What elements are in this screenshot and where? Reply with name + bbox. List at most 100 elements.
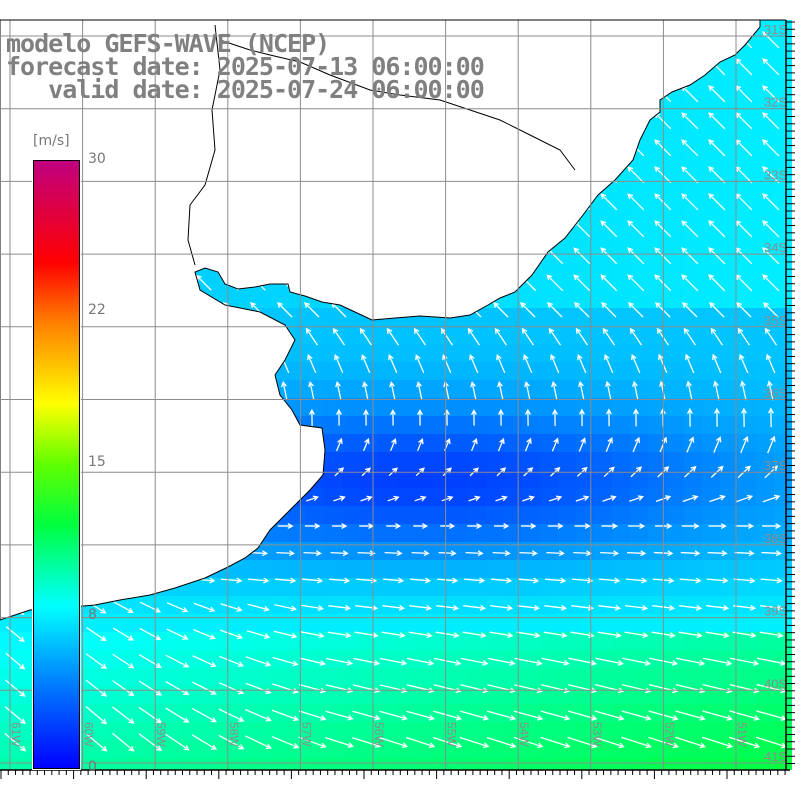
speed-cell [666,308,684,326]
wind-arrow [386,523,402,529]
speed-cell [594,200,612,218]
wind-arrow [628,523,646,529]
speed-cell [558,668,576,686]
speed-cell [666,506,684,524]
speed-cell [648,578,666,596]
speed-cell [594,416,612,434]
speed-cell [666,416,684,434]
wind-arrow [762,139,780,157]
wind-arrow [413,523,429,529]
wind-arrow [306,495,319,502]
speed-cell [378,470,396,488]
wind-arrow [333,495,346,502]
speed-cell [342,362,360,380]
wind-arrow [486,710,517,721]
speed-cell [576,470,594,488]
wind-arrow [520,302,536,318]
speed-cell [756,290,774,308]
speed-cell [630,200,648,218]
speed-cell [504,470,522,488]
speed-cell [378,416,396,434]
wind-arrow [416,381,423,400]
speed-cell [558,758,576,770]
speed-cell [720,362,738,380]
wind-arrow [165,654,190,668]
wind-arrow [602,327,616,346]
speed-cell [576,758,594,770]
speed-cell [252,740,270,758]
speed-cell [180,596,198,614]
speed-cell [90,650,108,668]
speed-cell [288,542,306,560]
speed-cell [576,614,594,632]
speed-cell [396,596,414,614]
speed-cell [216,614,234,632]
speed-cell [630,650,648,668]
speed-cell [630,398,648,416]
speed-cell [504,362,522,380]
wind-arrow [524,437,532,452]
wind-arrow [417,438,424,451]
speed-cell [756,596,774,614]
colorbar-tick: 30 [88,151,106,167]
wind-arrow [308,380,315,400]
speed-cell [450,488,468,506]
speed-cell [540,416,558,434]
wind-arrow [191,707,217,723]
speed-cell [630,290,648,308]
speed-cell [648,596,666,614]
speed-cell [666,542,684,560]
speed-cell [216,632,234,650]
latitude-label: 36S [764,386,787,401]
speed-cell [612,254,630,272]
speed-cell [180,614,198,632]
speed-cell [684,650,702,668]
wind-arrow [627,220,645,238]
wind-arrow [492,550,511,557]
speed-cell [738,74,756,92]
speed-cell [576,272,594,290]
speed-cell [396,722,414,740]
speed-cell [558,560,576,578]
speed-cell [594,524,612,542]
speed-cell [342,416,360,434]
speed-cell [576,542,594,560]
speed-cell [684,560,702,578]
wind-arrow [681,193,699,211]
speed-cell [306,596,324,614]
speed-cell [558,398,576,416]
latitude-label: 39S [764,604,787,619]
speed-cell [540,272,558,290]
speed-cell [702,632,720,650]
speed-cell [738,380,756,398]
speed-cell [252,596,270,614]
speed-cell [126,614,144,632]
speed-cell [450,542,468,560]
wind-arrow [5,679,26,697]
speed-cell [18,668,36,686]
wind-arrow [621,710,652,721]
speed-cell [0,632,18,650]
wind-arrow [362,381,369,400]
speed-cell [738,704,756,722]
wind-arrow [277,523,294,529]
speed-cell [594,452,612,470]
speed-cell [414,380,432,398]
speed-cell [648,146,666,164]
speed-cell [756,470,774,488]
wind-arrow [112,653,135,669]
speed-cell [702,74,720,92]
speed-cell [558,524,576,542]
speed-cell [378,524,396,542]
speed-cell [594,488,612,506]
longitude-labels: 61W 60W 59W 58W 57W 56W 55W 54W 53W 52W 51W [9,722,749,747]
colorbar-tick: 0 [88,759,97,775]
wind-arrow [386,327,400,346]
speed-cell [666,218,684,236]
wind-arrow [735,523,755,530]
wind-arrow [522,495,535,502]
wind-arrow [762,166,780,184]
speed-cell [630,416,648,434]
speed-cell [288,560,306,578]
wind-arrow [764,327,778,346]
